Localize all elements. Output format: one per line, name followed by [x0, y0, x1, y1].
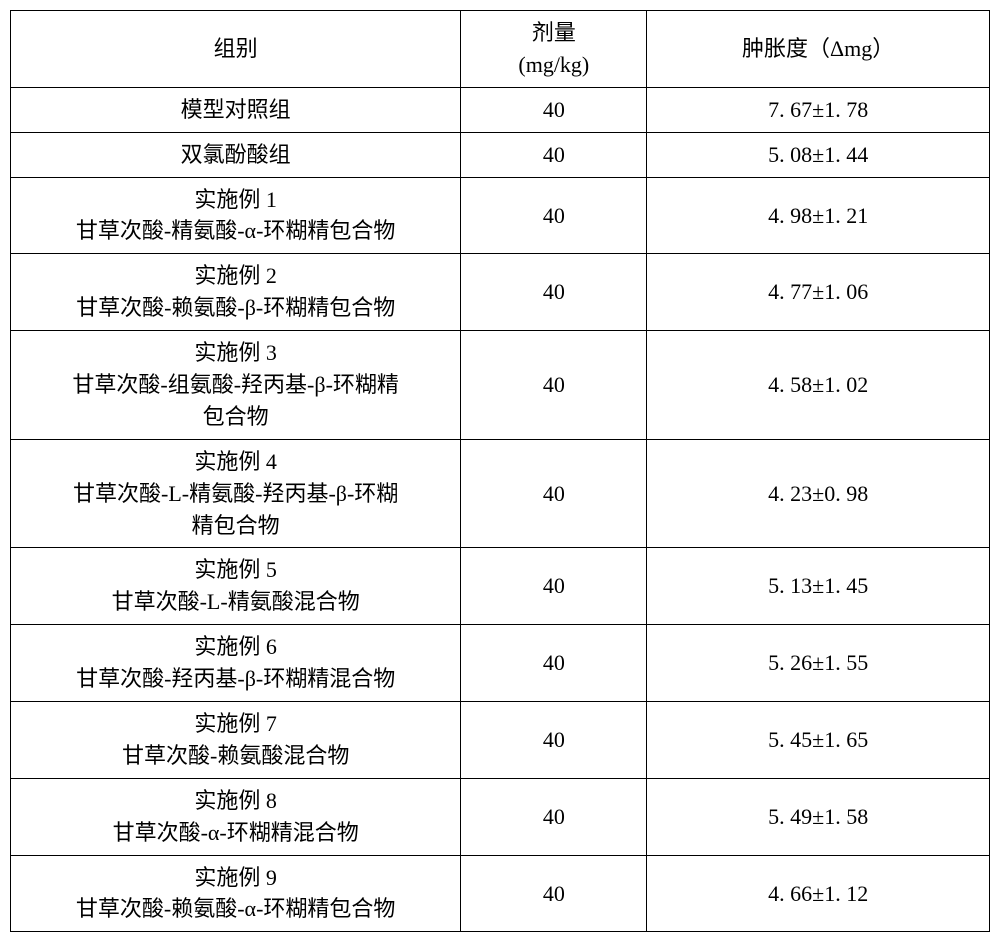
- cell-group-line: 甘草次酸-α-环糊精混合物: [113, 820, 359, 845]
- table-row: 实施例 8 甘草次酸-α-环糊精混合物 405. 49±1. 58: [11, 778, 990, 855]
- table-body: 模型对照组407. 67±1. 78双氯酚酸组405. 08±1. 44实施例 …: [11, 87, 990, 932]
- cell-dose: 40: [461, 439, 647, 548]
- cell-group-line: 甘草次酸-赖氨酸混合物: [122, 743, 349, 768]
- cell-dose: 40: [461, 702, 647, 779]
- cell-group-line: 甘草次酸-组氨酸-羟丙基-β-环糊精: [72, 372, 399, 397]
- cell-group: 模型对照组: [11, 87, 461, 132]
- cell-swelling: 5. 26±1. 55: [647, 625, 990, 702]
- cell-group-line: 实施例 8: [194, 788, 277, 813]
- cell-group-line: 甘草次酸-L-精氨酸混合物: [112, 589, 360, 614]
- cell-group-line: 实施例 9: [194, 865, 277, 890]
- cell-swelling: 4. 77±1. 06: [647, 254, 990, 331]
- cell-group-line: 甘草次酸-赖氨酸-α-环糊精包合物: [76, 896, 396, 921]
- cell-group-line: 包合物: [203, 404, 269, 429]
- data-table-container: 组别 剂量 (mg/kg) 肿胀度（Δmg） 模型对照组407. 67±1. 7…: [10, 10, 990, 932]
- header-dose-line2: (mg/kg): [518, 52, 589, 77]
- cell-group-line: 实施例 1: [194, 187, 277, 212]
- cell-swelling: 7. 67±1. 78: [647, 87, 990, 132]
- cell-group-line: 模型对照组: [181, 97, 291, 122]
- table-row: 实施例 4 甘草次酸-L-精氨酸-羟丙基-β-环糊精包合物 404. 23±0. 9…: [11, 439, 990, 548]
- cell-group-line: 实施例 3: [194, 340, 277, 365]
- cell-dose: 40: [461, 331, 647, 440]
- table-row: 实施例 2 甘草次酸-赖氨酸-β-环糊精包合物 404. 77±1. 06: [11, 254, 990, 331]
- cell-group: 实施例 9 甘草次酸-赖氨酸-α-环糊精包合物: [11, 855, 461, 932]
- cell-dose: 40: [461, 87, 647, 132]
- table-row: 双氯酚酸组 405. 08±1. 44: [11, 132, 990, 177]
- header-swelling: 肿胀度（Δmg）: [647, 11, 990, 88]
- cell-dose: 40: [461, 625, 647, 702]
- cell-dose: 40: [461, 548, 647, 625]
- cell-swelling: 4. 23±0. 98: [647, 439, 990, 548]
- table-row: 实施例 5 甘草次酸-L-精氨酸混合物 405. 13±1. 45: [11, 548, 990, 625]
- cell-dose: 40: [461, 855, 647, 932]
- cell-group-line: 精包合物: [192, 513, 280, 538]
- cell-swelling: 5. 08±1. 44: [647, 132, 990, 177]
- header-dose-line1: 剂量: [532, 20, 576, 45]
- data-table: 组别 剂量 (mg/kg) 肿胀度（Δmg） 模型对照组407. 67±1. 7…: [10, 10, 990, 932]
- cell-group-line: 实施例 6: [194, 634, 277, 659]
- header-dose: 剂量 (mg/kg): [461, 11, 647, 88]
- cell-swelling: 4. 66±1. 12: [647, 855, 990, 932]
- table-row: 实施例 9 甘草次酸-赖氨酸-α-环糊精包合物 404. 66±1. 12: [11, 855, 990, 932]
- cell-group-line: 甘草次酸-赖氨酸-β-环糊精包合物: [76, 295, 395, 320]
- cell-group: 实施例 1 甘草次酸-精氨酸-α-环糊精包合物: [11, 177, 461, 254]
- cell-group-line: 实施例 2: [194, 263, 277, 288]
- cell-group: 双氯酚酸组: [11, 132, 461, 177]
- cell-group: 实施例 6 甘草次酸-羟丙基-β-环糊精混合物: [11, 625, 461, 702]
- cell-group-line: 甘草次酸-精氨酸-α-环糊精包合物: [76, 218, 396, 243]
- cell-dose: 40: [461, 778, 647, 855]
- cell-group: 实施例 8 甘草次酸-α-环糊精混合物: [11, 778, 461, 855]
- cell-group-line: 甘草次酸-L-精氨酸-羟丙基-β-环糊: [73, 481, 398, 506]
- cell-dose: 40: [461, 177, 647, 254]
- cell-swelling: 4. 58±1. 02: [647, 331, 990, 440]
- table-header-row: 组别 剂量 (mg/kg) 肿胀度（Δmg）: [11, 11, 990, 88]
- cell-dose: 40: [461, 132, 647, 177]
- cell-group-line: 双氯酚酸组: [181, 142, 291, 167]
- cell-swelling: 5. 13±1. 45: [647, 548, 990, 625]
- cell-group: 实施例 7 甘草次酸-赖氨酸混合物: [11, 702, 461, 779]
- table-row: 实施例 1 甘草次酸-精氨酸-α-环糊精包合物 404. 98±1. 21: [11, 177, 990, 254]
- header-group: 组别: [11, 11, 461, 88]
- cell-group-line: 甘草次酸-羟丙基-β-环糊精混合物: [76, 666, 395, 691]
- cell-swelling: 5. 45±1. 65: [647, 702, 990, 779]
- cell-swelling: 5. 49±1. 58: [647, 778, 990, 855]
- cell-group: 实施例 5 甘草次酸-L-精氨酸混合物: [11, 548, 461, 625]
- table-row: 模型对照组 407. 67±1. 78: [11, 87, 990, 132]
- table-row: 实施例 3 甘草次酸-组氨酸-羟丙基-β-环糊精包合物 404. 58±1. 02: [11, 331, 990, 440]
- cell-swelling: 4. 98±1. 21: [647, 177, 990, 254]
- cell-group-line: 实施例 7: [194, 711, 277, 736]
- table-row: 实施例 7 甘草次酸-赖氨酸混合物 405. 45±1. 65: [11, 702, 990, 779]
- cell-group: 实施例 2 甘草次酸-赖氨酸-β-环糊精包合物: [11, 254, 461, 331]
- cell-group: 实施例 4 甘草次酸-L-精氨酸-羟丙基-β-环糊精包合物: [11, 439, 461, 548]
- cell-group-line: 实施例 5: [194, 557, 277, 582]
- cell-group: 实施例 3 甘草次酸-组氨酸-羟丙基-β-环糊精包合物: [11, 331, 461, 440]
- cell-group-line: 实施例 4: [194, 449, 277, 474]
- table-row: 实施例 6 甘草次酸-羟丙基-β-环糊精混合物 405. 26±1. 55: [11, 625, 990, 702]
- cell-dose: 40: [461, 254, 647, 331]
